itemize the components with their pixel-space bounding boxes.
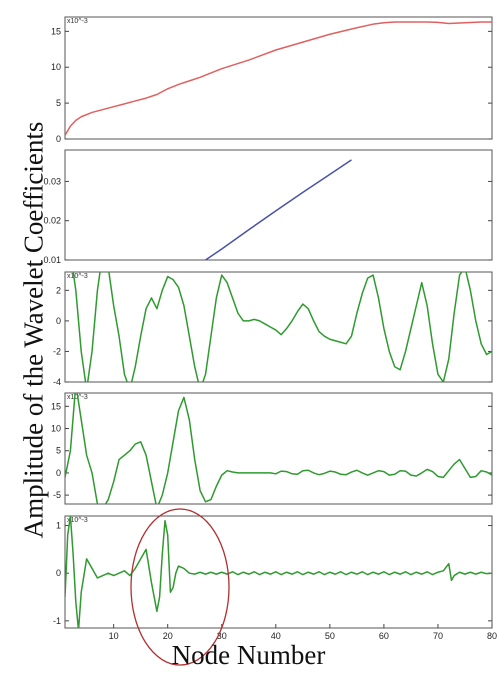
- subplot-1: 0 5 10 15 x10^-3: [51, 16, 493, 144]
- subplot-3: -4 -2 0 2 x10^-3: [53, 271, 493, 387]
- series-line-2-1: [205, 159, 352, 260]
- y-tick-label: 10: [51, 62, 61, 72]
- y-tick-label: 2: [56, 285, 61, 295]
- x-tick-label: 70: [433, 631, 443, 641]
- x-tick-label: 10: [109, 631, 119, 641]
- y-tick-label: 15: [51, 26, 61, 36]
- axes-frame-5: [64, 515, 493, 629]
- y-tick-label: 0.03: [43, 176, 61, 186]
- y-tick-label: 0.02: [43, 216, 61, 226]
- y-tick-label: -2: [53, 346, 61, 356]
- highlight-ellipse: [130, 508, 230, 666]
- axes-frame-3: [64, 271, 493, 383]
- y-tick-label: 15: [51, 401, 61, 411]
- axis-multiplier: x10^-3: [67, 273, 88, 280]
- y-tick-label: 0.01: [43, 255, 61, 265]
- y-tick-label: 0: [56, 468, 61, 478]
- axis-multiplier: x10^-3: [67, 517, 88, 524]
- axis-multiplier: x10^-3: [67, 18, 88, 25]
- subplot-5: -1 0 1 10 20 30 40 50 60 70 80 x10^-3: [53, 515, 497, 641]
- series-line-4-1: [65, 393, 492, 504]
- axes-frame-2: [64, 149, 493, 261]
- y-tick-label: -5: [53, 490, 61, 500]
- y-tick-label: 1: [56, 521, 61, 531]
- y-tick-label: 5: [56, 98, 61, 108]
- axes-frame-4: [64, 392, 493, 505]
- y-tick-label: 0: [56, 316, 61, 326]
- series-line-3-1: [72, 272, 492, 382]
- y-tick-label: 0: [56, 134, 61, 144]
- y-axis-label: Amplitude of the Wavelet Coefficients: [18, 121, 49, 539]
- y-tick-label: -4: [53, 377, 61, 387]
- series-line-1-1: [65, 21, 492, 136]
- x-tick-label: 80: [487, 631, 497, 641]
- subplot-2: 0.01 0.02 0.03: [43, 149, 493, 265]
- y-tick-label: 5: [56, 446, 61, 456]
- x-tick-label: 20: [163, 631, 173, 641]
- y-axis-label-container: Amplitude of the Wavelet Coefficients: [0, 0, 60, 620]
- y-tick-label: 0: [56, 568, 61, 578]
- y-tick-label: 10: [51, 424, 61, 434]
- x-tick-label: 50: [325, 631, 335, 641]
- x-tick-label: 30: [217, 631, 227, 641]
- x-tick-label: 40: [271, 631, 281, 641]
- series-line-5-1: [65, 516, 492, 628]
- x-axis-label: Node Number: [171, 640, 326, 670]
- axes-frame-1: [64, 16, 493, 140]
- x-tick-label: 60: [379, 631, 389, 641]
- y-tick-label: -1: [53, 616, 61, 626]
